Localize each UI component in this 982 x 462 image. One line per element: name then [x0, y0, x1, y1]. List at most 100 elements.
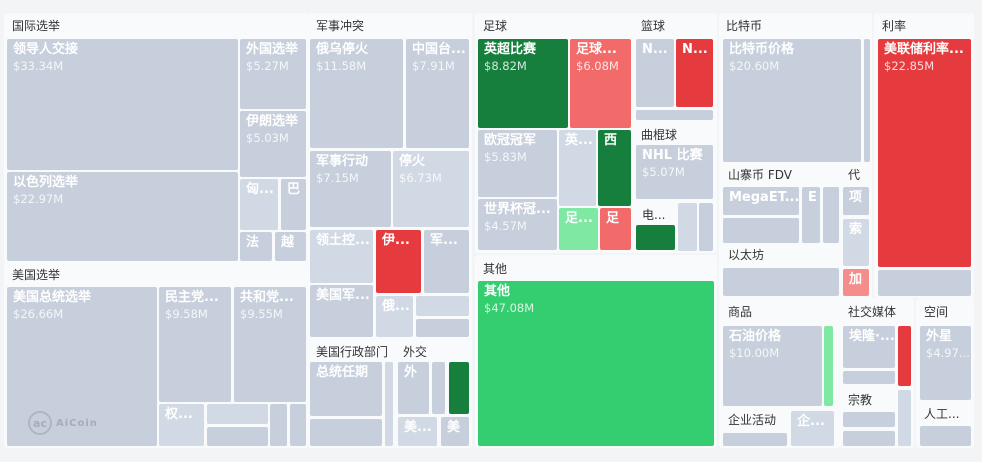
treemap-tile[interactable]: N...: [636, 39, 674, 107]
tile-label: 欧冠冠军: [484, 133, 537, 148]
treemap-tile[interactable]: 民主党... $9.58M: [159, 287, 231, 402]
treemap-tile[interactable]: 停火 $6.73M: [393, 151, 469, 227]
treemap-tile[interactable]: [723, 268, 839, 296]
treemap-tile[interactable]: [898, 390, 911, 446]
treemap-tile[interactable]: [432, 362, 445, 414]
group-header[interactable]: 国际选举: [12, 19, 61, 33]
group-header[interactable]: 山寨币 FDV: [728, 168, 792, 182]
treemap-tile[interactable]: 美联储利率... $22.85M: [878, 39, 971, 267]
group-header[interactable]: 足球: [483, 19, 508, 33]
group-header[interactable]: 美国选举: [12, 268, 61, 282]
treemap-tile[interactable]: 美国军...: [310, 285, 373, 337]
treemap-tile[interactable]: 伊朗选举 $5.03M: [240, 111, 306, 177]
treemap-tile[interactable]: E: [802, 187, 820, 243]
group-header[interactable]: 电...: [642, 208, 666, 222]
tile-label: 美联储利率...: [884, 42, 964, 57]
treemap-tile[interactable]: 欧冠冠军 $5.83M: [478, 130, 557, 197]
treemap-tile[interactable]: MegaET...: [723, 187, 799, 215]
treemap-tile[interactable]: [723, 433, 787, 446]
group-header[interactable]: 军事冲突: [316, 19, 365, 33]
treemap-tile[interactable]: 索: [843, 219, 869, 266]
group-header[interactable]: 以太坊: [728, 248, 765, 262]
treemap-tile[interactable]: [723, 218, 799, 243]
treemap-tile[interactable]: [636, 225, 675, 250]
treemap-tile[interactable]: 以色列选举 $22.97M: [7, 172, 238, 261]
treemap-tile[interactable]: [898, 326, 911, 386]
group-header[interactable]: 利率: [882, 19, 907, 33]
treemap-tile[interactable]: [843, 371, 895, 384]
treemap-tile[interactable]: 外: [398, 362, 429, 414]
treemap-tile[interactable]: 匈...: [240, 179, 278, 230]
treemap-tile[interactable]: [699, 203, 713, 251]
treemap-tile[interactable]: [636, 110, 713, 120]
treemap-tile[interactable]: 伊...: [376, 230, 421, 293]
treemap-tile[interactable]: NHL 比赛 $5.07M: [636, 145, 713, 199]
group-header[interactable]: 企业活动: [728, 413, 777, 427]
treemap-tile[interactable]: 共和党... $9.55M: [234, 287, 306, 402]
treemap-tile[interactable]: 世界杯冠... $4.57M: [478, 199, 557, 250]
treemap-tile[interactable]: 权...: [159, 404, 204, 446]
treemap-tile[interactable]: 外国选举 $5.27M: [240, 39, 306, 109]
treemap-tile[interactable]: [207, 404, 268, 424]
group-header[interactable]: 人工...: [924, 407, 960, 421]
treemap-tile[interactable]: 越: [275, 232, 306, 261]
treemap-tile[interactable]: [678, 203, 697, 251]
treemap-tile[interactable]: 英...: [559, 130, 596, 206]
treemap-tile[interactable]: 领导人交接 $33.34M: [7, 39, 238, 170]
group-header[interactable]: 其他: [483, 262, 508, 276]
treemap-tile[interactable]: 军...: [424, 230, 469, 293]
treemap-tile[interactable]: 总统任期: [310, 362, 382, 416]
treemap-tile[interactable]: 埃隆·...: [843, 326, 895, 368]
treemap-tile[interactable]: [449, 362, 469, 414]
treemap-tile[interactable]: [290, 404, 306, 446]
treemap-tile[interactable]: 足: [600, 208, 631, 250]
group-header[interactable]: 代: [848, 168, 861, 182]
treemap-tile[interactable]: 足...: [559, 208, 598, 250]
treemap-tile[interactable]: [920, 426, 971, 446]
treemap-tile[interactable]: 领土控...: [310, 230, 373, 283]
tile-value: $4.57M: [484, 219, 527, 233]
treemap-tile[interactable]: 其他 $47.08M: [478, 281, 714, 446]
treemap-tile[interactable]: 英超比赛 $8.82M: [478, 39, 568, 128]
treemap-tile[interactable]: [385, 362, 393, 446]
group-header[interactable]: 比特币: [726, 19, 763, 33]
treemap-tile[interactable]: [416, 296, 469, 316]
tile-label: 外: [404, 365, 418, 380]
treemap-tile[interactable]: [864, 39, 870, 162]
group-header[interactable]: 商品: [728, 305, 753, 319]
treemap-tile[interactable]: 俄...: [376, 296, 413, 337]
treemap-tile[interactable]: [270, 404, 287, 446]
group-header[interactable]: 社交媒体: [848, 305, 897, 319]
treemap-tile[interactable]: 军事行动 $7.15M: [310, 151, 391, 227]
group-header[interactable]: 美国行政部门: [316, 345, 389, 359]
treemap-tile[interactable]: 加: [843, 269, 869, 296]
treemap-tile[interactable]: 比特币价格 $20.60M: [723, 39, 861, 162]
treemap-tile[interactable]: 项: [843, 187, 869, 215]
group-header[interactable]: 空间: [924, 305, 949, 319]
treemap-tile[interactable]: [843, 431, 895, 446]
tile-label: 企...: [797, 414, 825, 429]
group-header[interactable]: 外交: [403, 345, 428, 359]
treemap-tile[interactable]: [823, 187, 839, 243]
treemap-tile[interactable]: [207, 427, 268, 446]
treemap-tile[interactable]: [843, 412, 895, 427]
treemap-tile[interactable]: 企...: [791, 411, 834, 446]
group-header[interactable]: 曲棍球: [641, 128, 678, 142]
treemap-tile[interactable]: 足球... $6.08M: [570, 39, 631, 128]
treemap-tile[interactable]: [878, 270, 971, 296]
treemap-tile[interactable]: 中国台... $7.91M: [406, 39, 469, 148]
treemap-tile[interactable]: N...: [676, 39, 713, 107]
treemap-tile[interactable]: 外星 $4.97...: [920, 326, 971, 400]
treemap-tile[interactable]: [416, 319, 469, 337]
treemap-tile[interactable]: 西: [598, 130, 631, 206]
treemap-tile[interactable]: 美: [441, 417, 469, 446]
treemap-tile[interactable]: [310, 419, 382, 446]
treemap-tile[interactable]: 巴: [281, 179, 306, 230]
treemap-tile[interactable]: 俄乌停火 $11.58M: [310, 39, 403, 148]
treemap-tile[interactable]: 法: [240, 232, 272, 261]
group-header[interactable]: 篮球: [641, 19, 666, 33]
treemap-tile[interactable]: 石油价格 $10.00M: [723, 326, 822, 406]
treemap-tile[interactable]: 美...: [398, 417, 437, 446]
treemap-tile[interactable]: [824, 326, 833, 406]
group-header[interactable]: 宗教: [848, 393, 873, 407]
